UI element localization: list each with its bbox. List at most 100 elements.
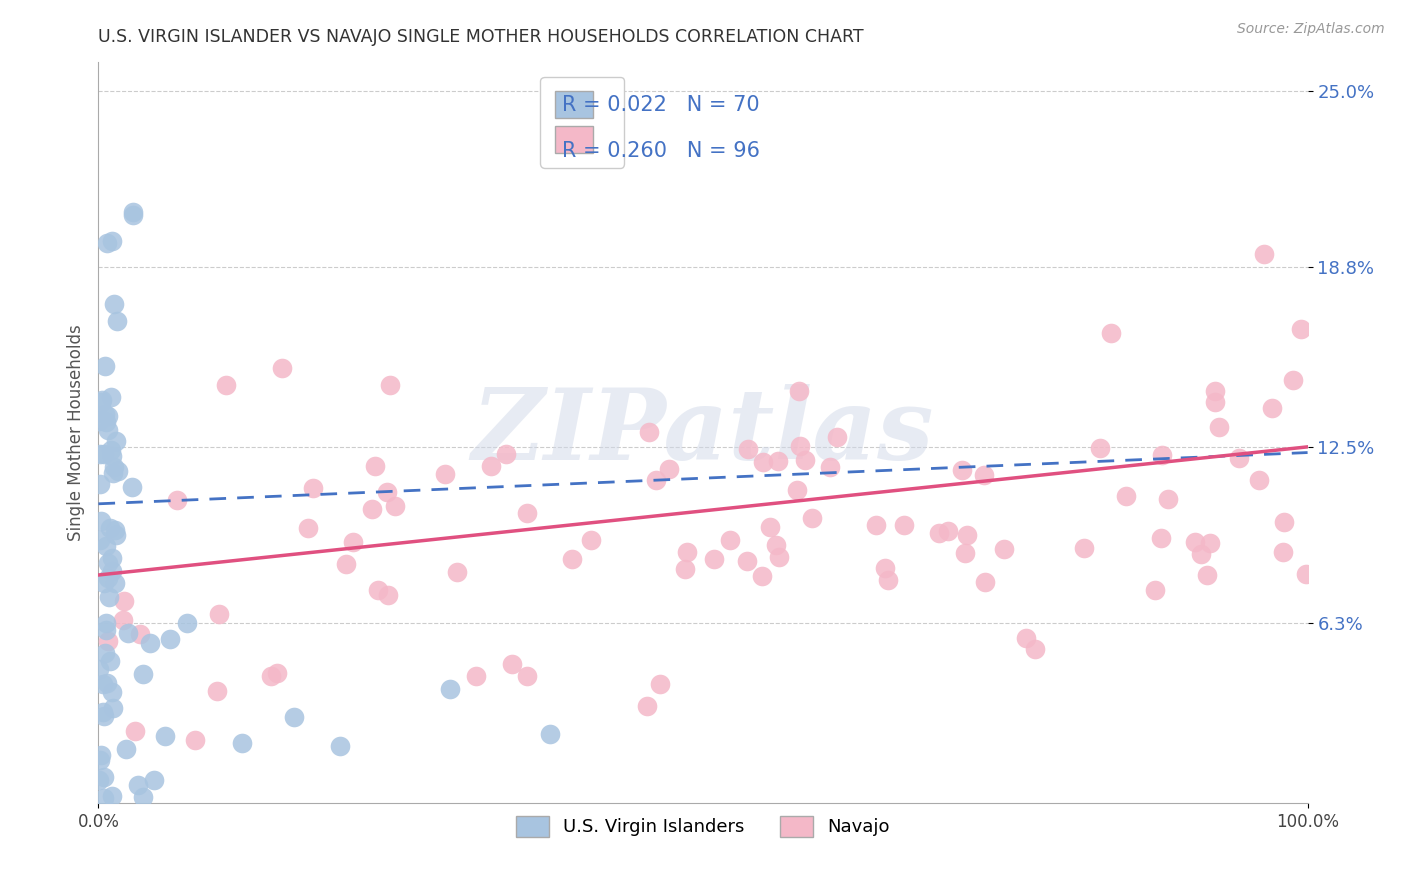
Point [793, 452, 815, 467]
Text: ZIPatlas: ZIPatlas [472, 384, 934, 481]
Point [1208, 420, 1230, 434]
Point [127, 778, 149, 792]
Y-axis label: Single Mother Households: Single Mother Households [66, 325, 84, 541]
Point [928, 526, 950, 541]
Point [97, 409, 120, 424]
Point [124, 723, 146, 738]
Point [384, 499, 406, 513]
Point [434, 467, 457, 481]
Point [266, 665, 288, 680]
Point [825, 430, 848, 444]
Point [115, 742, 138, 756]
Point [107, 464, 129, 478]
Point [737, 442, 759, 456]
Point [638, 425, 661, 439]
Point [104, 575, 127, 590]
Point [1204, 394, 1226, 409]
Point [865, 517, 887, 532]
Point [446, 565, 468, 579]
Point [367, 583, 389, 598]
Point [96, 539, 118, 553]
Point [90, 747, 112, 762]
Point [1260, 401, 1282, 415]
Point [1199, 536, 1222, 550]
Point [561, 552, 583, 566]
Point [101, 551, 124, 566]
Text: R = 0.260   N = 96: R = 0.260 N = 96 [562, 141, 759, 161]
Point [1150, 531, 1173, 545]
Point [96, 675, 118, 690]
Point [335, 557, 357, 571]
Point [96, 236, 118, 251]
Point [112, 594, 135, 608]
Point [89, 773, 111, 788]
Point [1015, 632, 1038, 646]
Point [378, 378, 401, 392]
Point [89, 447, 111, 461]
Point [516, 668, 538, 682]
Point [479, 458, 502, 473]
Point [205, 684, 228, 698]
Point [90, 392, 112, 407]
Point [1227, 450, 1250, 465]
Point [735, 554, 758, 568]
Point [893, 518, 915, 533]
Point [648, 677, 671, 691]
Point [759, 520, 782, 534]
Point [103, 459, 125, 474]
Point [132, 667, 155, 681]
Point [93, 447, 115, 461]
Point [98, 654, 121, 668]
Point [1073, 541, 1095, 555]
Point [184, 732, 207, 747]
Point [112, 613, 135, 627]
Point [766, 454, 789, 468]
Legend: U.S. Virgin Islanders, Navajo: U.S. Virgin Islanders, Navajo [503, 803, 903, 849]
Point [100, 234, 122, 248]
Point [121, 479, 143, 493]
Point [97, 571, 120, 585]
Point [87, 662, 110, 676]
Point [139, 636, 162, 650]
Point [105, 314, 128, 328]
Point [768, 550, 790, 565]
Point [155, 729, 177, 743]
Point [364, 458, 387, 473]
Point [89, 533, 111, 548]
Point [538, 726, 561, 740]
Point [361, 502, 384, 516]
Point [260, 668, 283, 682]
Point [1253, 247, 1275, 261]
Point [1272, 515, 1295, 529]
Point [1204, 384, 1226, 398]
Point [645, 473, 668, 487]
Point [98, 521, 121, 535]
Point [1189, 547, 1212, 561]
Point [579, 533, 602, 547]
Text: R = 0.022   N = 70: R = 0.022 N = 70 [562, 95, 759, 115]
Point [439, 682, 461, 697]
Point [993, 541, 1015, 556]
Point [765, 538, 787, 552]
Point [143, 773, 166, 788]
Point [94, 647, 117, 661]
Point [1156, 491, 1178, 506]
Point [97, 556, 120, 570]
Point [465, 669, 488, 683]
Point [1115, 489, 1137, 503]
Point [100, 391, 122, 405]
Point [93, 709, 115, 723]
Point [1282, 373, 1305, 387]
Point [105, 528, 128, 542]
Point [936, 524, 959, 538]
Point [1272, 545, 1295, 559]
Point [271, 360, 294, 375]
Point [101, 701, 124, 715]
Point [636, 699, 658, 714]
Point [89, 753, 111, 767]
Point [94, 616, 117, 631]
Point [93, 790, 115, 805]
Point [1295, 567, 1317, 582]
Point [93, 705, 115, 719]
Point [953, 546, 976, 560]
